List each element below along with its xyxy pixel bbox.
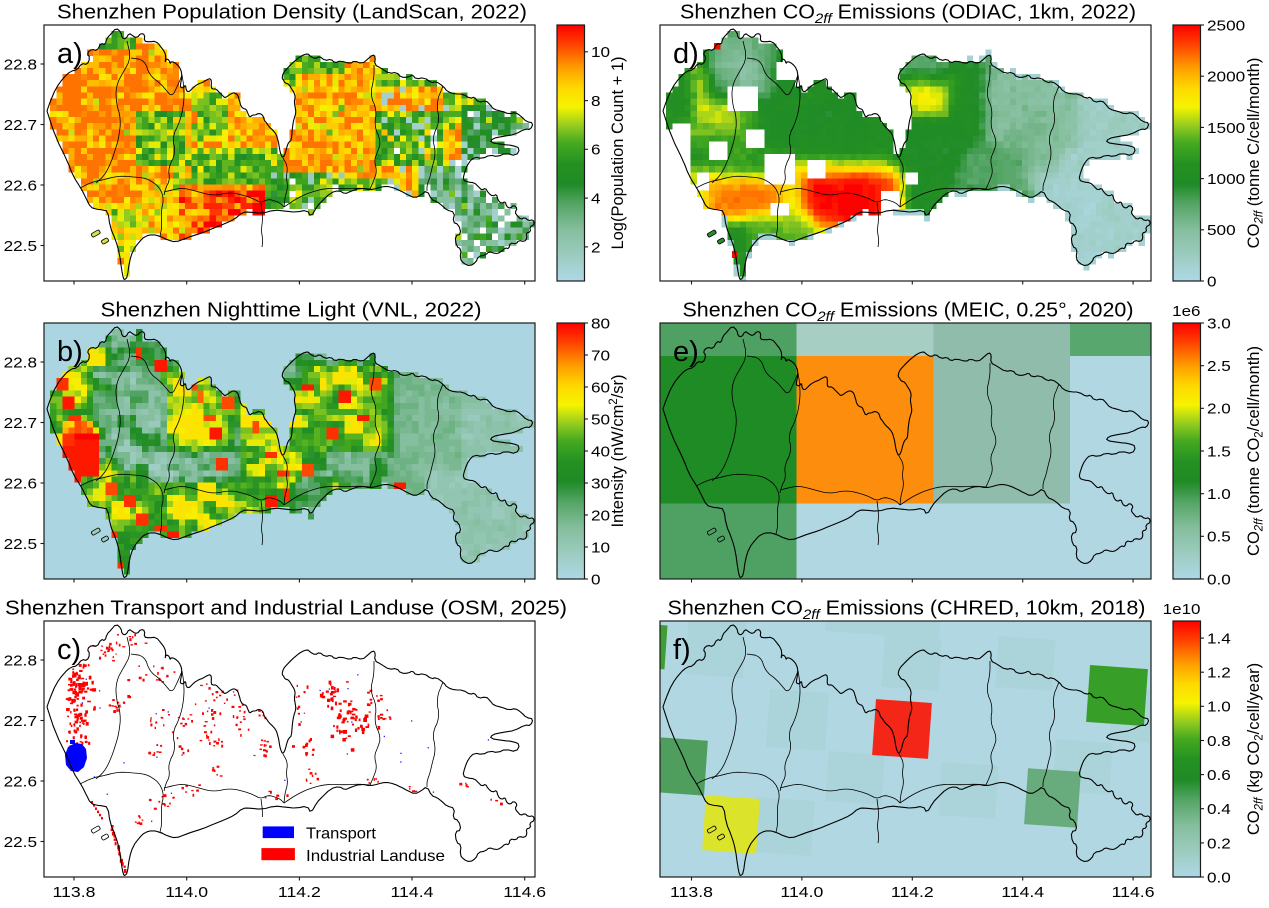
svg-text:Shenzhen Nighttime Light (VNL,: Shenzhen Nighttime Light (VNL, 2022) [101,300,482,322]
svg-text:22.7: 22.7 [4,415,37,432]
svg-text:114.4: 114.4 [391,884,434,901]
svg-text:1e10: 1e10 [1163,601,1201,618]
svg-text:80: 80 [591,315,610,332]
svg-text:0.5: 0.5 [1207,529,1231,546]
svg-text:114.6: 114.6 [1112,884,1155,901]
svg-text:4: 4 [591,191,601,208]
svg-text:0.2: 0.2 [1207,835,1231,852]
svg-text:113.8: 113.8 [53,884,96,901]
svg-text:2: 2 [591,239,601,256]
svg-text:1000: 1000 [1207,171,1245,188]
svg-text:0.8: 0.8 [1207,733,1231,750]
svg-text:22.8: 22.8 [4,652,37,669]
svg-text:0.0: 0.0 [1207,571,1231,588]
svg-text:10: 10 [591,44,610,61]
svg-text:50: 50 [591,411,610,428]
svg-text:113.8: 113.8 [670,884,713,901]
svg-text:e): e) [673,336,699,368]
svg-text:114.2: 114.2 [278,884,321,901]
svg-text:10: 10 [591,539,610,556]
svg-text:0: 0 [1207,273,1217,290]
svg-text:Log(Population Count + 1): Log(Population Count + 1) [609,56,627,249]
svg-text:c): c) [57,634,81,666]
svg-text:114.2: 114.2 [891,884,934,901]
svg-text:Shenzhen Transport and Industr: Shenzhen Transport and Industrial Landus… [5,598,567,620]
svg-text:114.4: 114.4 [1001,884,1044,901]
svg-text:30: 30 [591,475,610,492]
svg-text:Shenzhen CO2ff Emissions (CHRE: Shenzhen CO 2ff Emissions (CHRED, 10km, 2… [668,598,1146,623]
svg-text:22.5: 22.5 [4,238,37,255]
svg-text:2000: 2000 [1207,69,1245,86]
svg-text:22.5: 22.5 [4,536,37,553]
svg-text:3.0: 3.0 [1207,315,1231,332]
svg-text:114.0: 114.0 [780,884,823,901]
svg-text:22.8: 22.8 [4,354,37,371]
svg-text:CO2ff (kg CO2/cell/year): CO2ff (kg CO2/cell/year) [1245,663,1266,835]
svg-text:8: 8 [591,93,601,110]
svg-text:Industrial Landuse: Industrial Landuse [306,848,445,865]
svg-text:f): f) [673,634,691,666]
svg-text:0.6: 0.6 [1207,767,1231,784]
svg-text:22.6: 22.6 [4,177,37,194]
svg-text:a): a) [57,38,83,70]
svg-text:Transport: Transport [306,826,377,843]
svg-text:Intensity (nW/cm2/sr): Intensity (nW/cm2/sr) [608,374,627,527]
svg-text:114.0: 114.0 [165,884,208,901]
svg-text:2.0: 2.0 [1207,401,1231,418]
svg-text:22.7: 22.7 [4,713,37,730]
svg-text:22.6: 22.6 [4,773,37,790]
svg-text:500: 500 [1207,222,1236,239]
svg-text:22.5: 22.5 [4,834,37,851]
svg-text:1.5: 1.5 [1207,443,1231,460]
svg-text:70: 70 [591,347,610,364]
svg-text:2.5: 2.5 [1207,358,1231,375]
svg-text:114.6: 114.6 [503,884,546,901]
svg-text:40: 40 [591,443,610,460]
svg-text:1.2: 1.2 [1207,665,1231,682]
svg-text:b): b) [57,336,83,368]
svg-text:60: 60 [591,379,610,396]
svg-text:2500: 2500 [1207,17,1245,34]
svg-text:22.6: 22.6 [4,475,37,492]
svg-text:0: 0 [591,571,601,588]
svg-text:22.7: 22.7 [4,117,37,134]
svg-text:0.0: 0.0 [1207,869,1231,886]
svg-text:Shenzhen CO2ff Emissions (ODIA: Shenzhen CO 2ff Emissions (ODIAC, 1km, 20… [680,2,1136,27]
svg-text:d): d) [673,38,699,70]
svg-text:0.4: 0.4 [1207,801,1231,818]
svg-text:1.4: 1.4 [1207,631,1231,648]
svg-text:20: 20 [591,507,610,524]
svg-text:CO2ff (tonne CO2/cell/month): CO2ff (tonne CO2/cell/month) [1245,346,1266,556]
svg-text:CO2ff (tonne C/cell/month): CO2ff (tonne C/cell/month) [1245,58,1266,249]
svg-text:6: 6 [591,142,601,159]
svg-text:Shenzhen CO2ff Emissions (MEIC: Shenzhen CO 2ff Emissions (MEIC, 0.25°, 2… [683,300,1134,325]
svg-text:1.0: 1.0 [1207,486,1231,503]
svg-text:1e6: 1e6 [1172,303,1200,320]
svg-text:Shenzhen Population Density (L: Shenzhen Population Density (LandScan, 2… [57,2,527,24]
svg-text:1.0: 1.0 [1207,699,1231,716]
svg-text:22.8: 22.8 [4,56,37,73]
svg-text:1500: 1500 [1207,120,1245,137]
